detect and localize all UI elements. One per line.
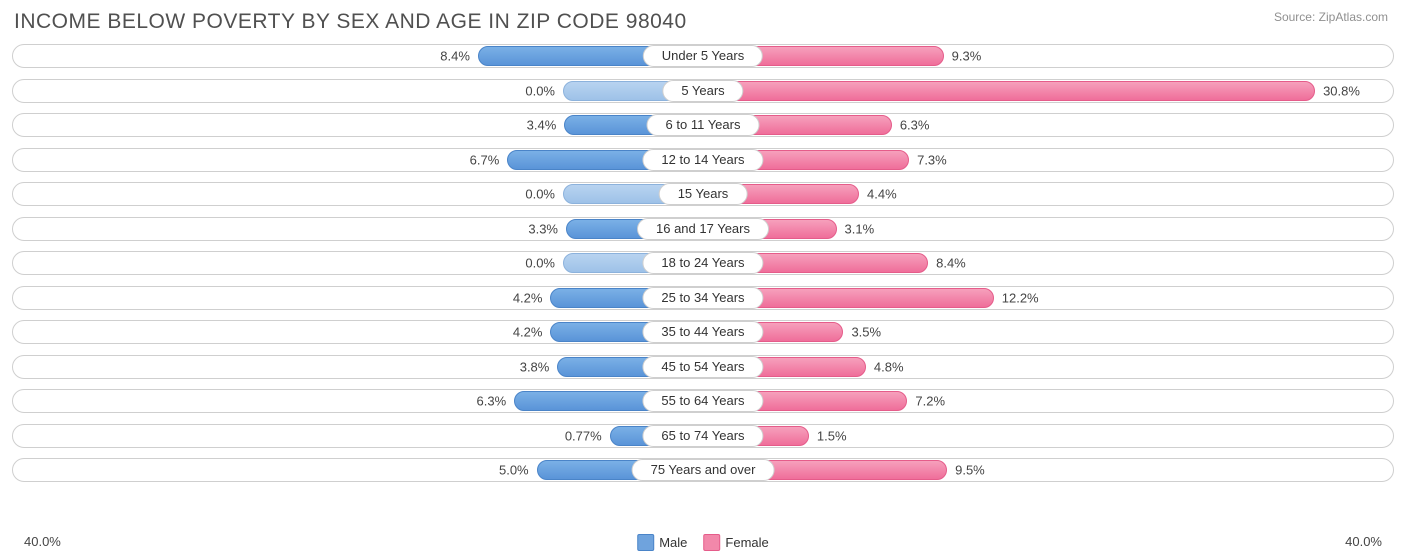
value-label-female: 6.3% bbox=[900, 118, 930, 133]
chart-header: INCOME BELOW POVERTY BY SEX AND AGE IN Z… bbox=[0, 0, 1406, 40]
value-label-male: 6.3% bbox=[477, 394, 507, 409]
value-label-female: 3.5% bbox=[851, 325, 881, 340]
chart-source: Source: ZipAtlas.com bbox=[1274, 10, 1388, 24]
value-label-male: 4.2% bbox=[513, 325, 543, 340]
chart-row: 4.2% 12.2% 25 to 34 Years bbox=[12, 286, 1394, 310]
age-label: 35 to 44 Years bbox=[642, 321, 763, 343]
chart-row: 6.7% 7.3% 12 to 14 Years bbox=[12, 148, 1394, 172]
legend-label-male: Male bbox=[659, 535, 687, 550]
swatch-female bbox=[703, 534, 720, 551]
bar-female bbox=[703, 81, 1315, 101]
axis-label-left: 40.0% bbox=[24, 534, 61, 549]
value-label-female: 7.2% bbox=[915, 394, 945, 409]
axis-label-right: 40.0% bbox=[1345, 534, 1382, 549]
age-label: 25 to 34 Years bbox=[642, 287, 763, 309]
legend-item-male: Male bbox=[637, 534, 687, 551]
value-label-male: 3.3% bbox=[528, 221, 558, 236]
chart-footer: 40.0% Male Female 40.0% bbox=[0, 527, 1406, 551]
chart-row: 3.4% 6.3% 6 to 11 Years bbox=[12, 113, 1394, 137]
legend-label-female: Female bbox=[725, 535, 768, 550]
chart-row: 8.4% 9.3% Under 5 Years bbox=[12, 44, 1394, 68]
value-label-male: 0.0% bbox=[525, 256, 555, 271]
legend: Male Female bbox=[637, 534, 769, 551]
chart-row: 0.0% 30.8% 5 Years bbox=[12, 79, 1394, 103]
chart-row: 5.0% 9.5% 75 Years and over bbox=[12, 458, 1394, 482]
value-label-female: 30.8% bbox=[1323, 83, 1360, 98]
value-label-female: 9.5% bbox=[955, 463, 985, 478]
chart-title: INCOME BELOW POVERTY BY SEX AND AGE IN Z… bbox=[14, 10, 687, 34]
value-label-female: 12.2% bbox=[1002, 290, 1039, 305]
chart-row: 4.2% 3.5% 35 to 44 Years bbox=[12, 320, 1394, 344]
chart-row: 0.77% 1.5% 65 to 74 Years bbox=[12, 424, 1394, 448]
value-label-female: 4.8% bbox=[874, 359, 904, 374]
age-label: 5 Years bbox=[662, 80, 743, 102]
age-label: 65 to 74 Years bbox=[642, 425, 763, 447]
value-label-male: 3.8% bbox=[520, 359, 550, 374]
swatch-male bbox=[637, 534, 654, 551]
age-label: 45 to 54 Years bbox=[642, 356, 763, 378]
chart-row: 0.0% 4.4% 15 Years bbox=[12, 182, 1394, 206]
chart-row: 3.8% 4.8% 45 to 54 Years bbox=[12, 355, 1394, 379]
value-label-male: 8.4% bbox=[440, 49, 470, 64]
value-label-male: 4.2% bbox=[513, 290, 543, 305]
age-label: 75 Years and over bbox=[632, 459, 775, 481]
value-label-male: 0.77% bbox=[565, 428, 602, 443]
value-label-male: 0.0% bbox=[525, 83, 555, 98]
value-label-male: 0.0% bbox=[525, 187, 555, 202]
value-label-female: 9.3% bbox=[952, 49, 982, 64]
chart-row: 6.3% 7.2% 55 to 64 Years bbox=[12, 389, 1394, 413]
value-label-male: 6.7% bbox=[470, 152, 500, 167]
value-label-female: 1.5% bbox=[817, 428, 847, 443]
chart-row: 0.0% 8.4% 18 to 24 Years bbox=[12, 251, 1394, 275]
age-label: 55 to 64 Years bbox=[642, 390, 763, 412]
value-label-male: 3.4% bbox=[527, 118, 557, 133]
diverging-bar-chart: 8.4% 9.3% Under 5 Years 0.0% 30.8% 5 Years 3.4… bbox=[0, 40, 1406, 482]
value-label-female: 7.3% bbox=[917, 152, 947, 167]
age-label: 18 to 24 Years bbox=[642, 252, 763, 274]
legend-item-female: Female bbox=[703, 534, 768, 551]
value-label-male: 5.0% bbox=[499, 463, 529, 478]
value-label-female: 4.4% bbox=[867, 187, 897, 202]
age-label: 12 to 14 Years bbox=[642, 149, 763, 171]
chart-row: 3.3% 3.1% 16 and 17 Years bbox=[12, 217, 1394, 241]
age-label: 15 Years bbox=[659, 183, 748, 205]
age-label: Under 5 Years bbox=[643, 45, 763, 67]
age-label: 6 to 11 Years bbox=[647, 114, 760, 136]
value-label-female: 8.4% bbox=[936, 256, 966, 271]
age-label: 16 and 17 Years bbox=[637, 218, 769, 240]
value-label-female: 3.1% bbox=[845, 221, 875, 236]
